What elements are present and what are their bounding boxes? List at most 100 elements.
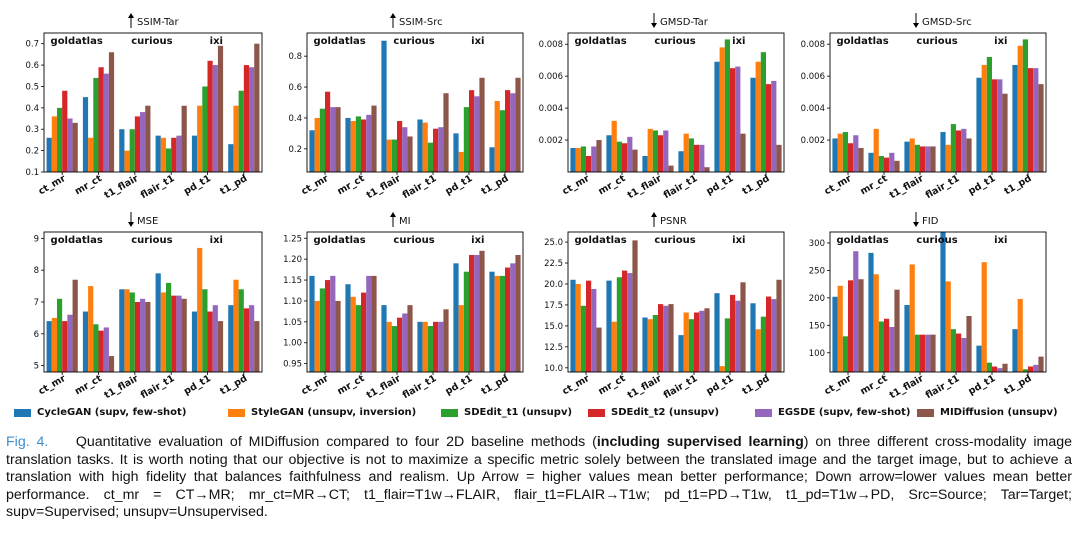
bar: [212, 305, 218, 372]
bar: [719, 366, 725, 372]
bar: [165, 148, 172, 172]
bar: [56, 107, 63, 172]
bar: [463, 271, 469, 372]
bar: [647, 128, 653, 172]
bar: [510, 93, 516, 172]
bar: [165, 282, 172, 372]
x-tick-label: pd_t1: [443, 173, 474, 197]
y-tick-label: 6: [34, 330, 39, 340]
legend-label: SDEdit_t2 (unsupv): [611, 407, 720, 418]
bar: [98, 67, 104, 172]
bar: [771, 80, 777, 172]
bar: [591, 146, 597, 172]
bar: [704, 167, 710, 172]
bar: [330, 107, 336, 172]
x-tick-label: ct_mr: [37, 373, 68, 397]
bar: [330, 275, 336, 372]
x-tick-label: t1_pd: [218, 373, 249, 397]
bar: [249, 305, 255, 372]
bar: [325, 280, 331, 372]
x-tick-label: mr_ct: [73, 173, 104, 198]
y-tick-label: 0.6: [288, 83, 302, 93]
bar: [67, 118, 73, 172]
chart-title: SSIM-Src: [399, 17, 443, 28]
bar: [366, 114, 372, 172]
bar: [961, 128, 967, 172]
y-tick-label: 0.4: [25, 104, 39, 114]
x-tick-label: t1_flair: [888, 373, 926, 400]
bar: [515, 254, 521, 372]
x-tick-label: t1_flair: [103, 173, 141, 201]
bar: [1033, 68, 1039, 172]
bar: [950, 329, 956, 372]
y-tick-label: 0.3: [25, 125, 39, 135]
bar: [904, 305, 910, 372]
bar: [945, 144, 951, 172]
bar: [694, 312, 700, 372]
bar: [889, 152, 895, 172]
bar: [961, 337, 967, 372]
caption-text-after: ) on three different cross-modality imag…: [6, 434, 1072, 521]
y-tick-label: 0.5: [25, 82, 39, 92]
y-tick-label: 0.008: [539, 40, 563, 50]
group-label: goldatlas: [574, 235, 626, 246]
x-tick-label: t1_pd: [1002, 173, 1033, 197]
bar: [842, 336, 848, 372]
bar: [992, 79, 998, 172]
bar: [361, 119, 367, 172]
bar: [920, 334, 926, 372]
bar: [873, 274, 879, 372]
bar: [197, 105, 203, 172]
bar: [124, 289, 130, 372]
bar: [72, 122, 78, 172]
y-tick-label: 5: [34, 362, 39, 372]
bar: [119, 129, 125, 172]
x-tick-label: flair_t1: [139, 173, 177, 201]
bar: [228, 305, 234, 372]
bar: [997, 368, 1003, 372]
bar: [586, 156, 592, 172]
bar: [98, 330, 104, 372]
bar: [976, 77, 982, 172]
y-tick-label: 1.00: [283, 339, 302, 349]
bar: [202, 289, 208, 372]
x-tick-label: pd_t1: [966, 373, 997, 397]
y-tick-label: 0.2: [25, 147, 39, 157]
x-tick-label: flair_t1: [924, 173, 962, 201]
x-tick-label: ct_mr: [37, 173, 68, 197]
bar: [930, 146, 936, 172]
legend-item-sdedit-t1: SDEdit_t1 (unsupv): [441, 407, 572, 418]
bar: [407, 305, 413, 372]
bar: [1038, 356, 1044, 372]
y-tick-label: 150: [809, 321, 825, 331]
bar: [596, 327, 602, 372]
bar: [719, 47, 725, 172]
x-tick-label: ct_mr: [299, 373, 330, 397]
group-label: curious: [393, 36, 434, 47]
bar: [381, 305, 387, 372]
bar: [925, 334, 931, 372]
bar: [314, 300, 320, 372]
bar: [443, 93, 449, 172]
y-tick-label: 15.0: [544, 322, 563, 332]
group-label: ixi: [994, 235, 1007, 246]
bar: [616, 141, 622, 172]
y-tick-label: 0.006: [539, 72, 563, 82]
x-tick-label: mr_ct: [73, 373, 104, 398]
x-tick-label: t1_pd: [479, 173, 510, 197]
bar: [683, 133, 689, 172]
bar: [510, 263, 516, 372]
group-label: ixi: [994, 36, 1007, 47]
bar: [243, 308, 250, 372]
bar: [238, 289, 244, 372]
chart-title: SSIM-Tar: [137, 17, 180, 28]
y-tick-label: 1.05: [283, 318, 302, 328]
bar: [714, 293, 720, 372]
bar: [417, 321, 423, 372]
bar: [129, 292, 135, 372]
bar: [909, 264, 915, 372]
bar: [1017, 298, 1023, 372]
bar: [155, 273, 161, 372]
bar: [93, 77, 99, 172]
bar: [940, 132, 946, 172]
